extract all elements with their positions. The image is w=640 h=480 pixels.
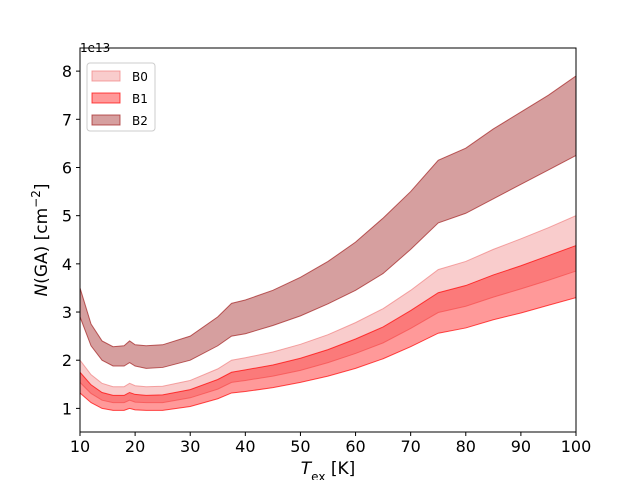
- x-tick-label: 50: [290, 437, 310, 456]
- y-tick-label: 1: [62, 399, 72, 418]
- legend-swatch: [91, 92, 121, 104]
- legend-label: B1: [132, 92, 148, 106]
- plot-frame: [79, 47, 577, 433]
- legend-label: B2: [132, 114, 148, 128]
- legend-swatch: [91, 114, 121, 126]
- x-tick-label: 20: [125, 437, 145, 456]
- x-tick-label: 60: [345, 437, 365, 456]
- x-tick-label: 10: [70, 437, 90, 456]
- y-tick-label: 5: [62, 207, 72, 226]
- legend: B0 B1 B2: [86, 62, 156, 132]
- x-axis-label: Tex [K]: [301, 459, 356, 480]
- y-axis-label: N(GA) [cm−2]: [29, 183, 52, 296]
- x-tick-label: 40: [235, 437, 255, 456]
- y-tick-label: 6: [62, 158, 72, 177]
- legend-label: B0: [132, 70, 148, 84]
- legend-frame: [86, 62, 156, 132]
- y-tick-label: 3: [62, 303, 72, 322]
- x-tick-label: 30: [180, 437, 200, 456]
- y-tick-label: 2: [62, 351, 72, 370]
- y-tick-label: 7: [62, 110, 72, 129]
- x-tick-label: 70: [400, 437, 420, 456]
- y-tick-label: 8: [62, 62, 72, 81]
- x-tick-label: 100: [561, 437, 592, 456]
- x-tick-label: 90: [511, 437, 531, 456]
- x-tick-label: 80: [456, 437, 476, 456]
- y-tick-label: 4: [62, 255, 72, 274]
- legend-swatch: [91, 70, 121, 82]
